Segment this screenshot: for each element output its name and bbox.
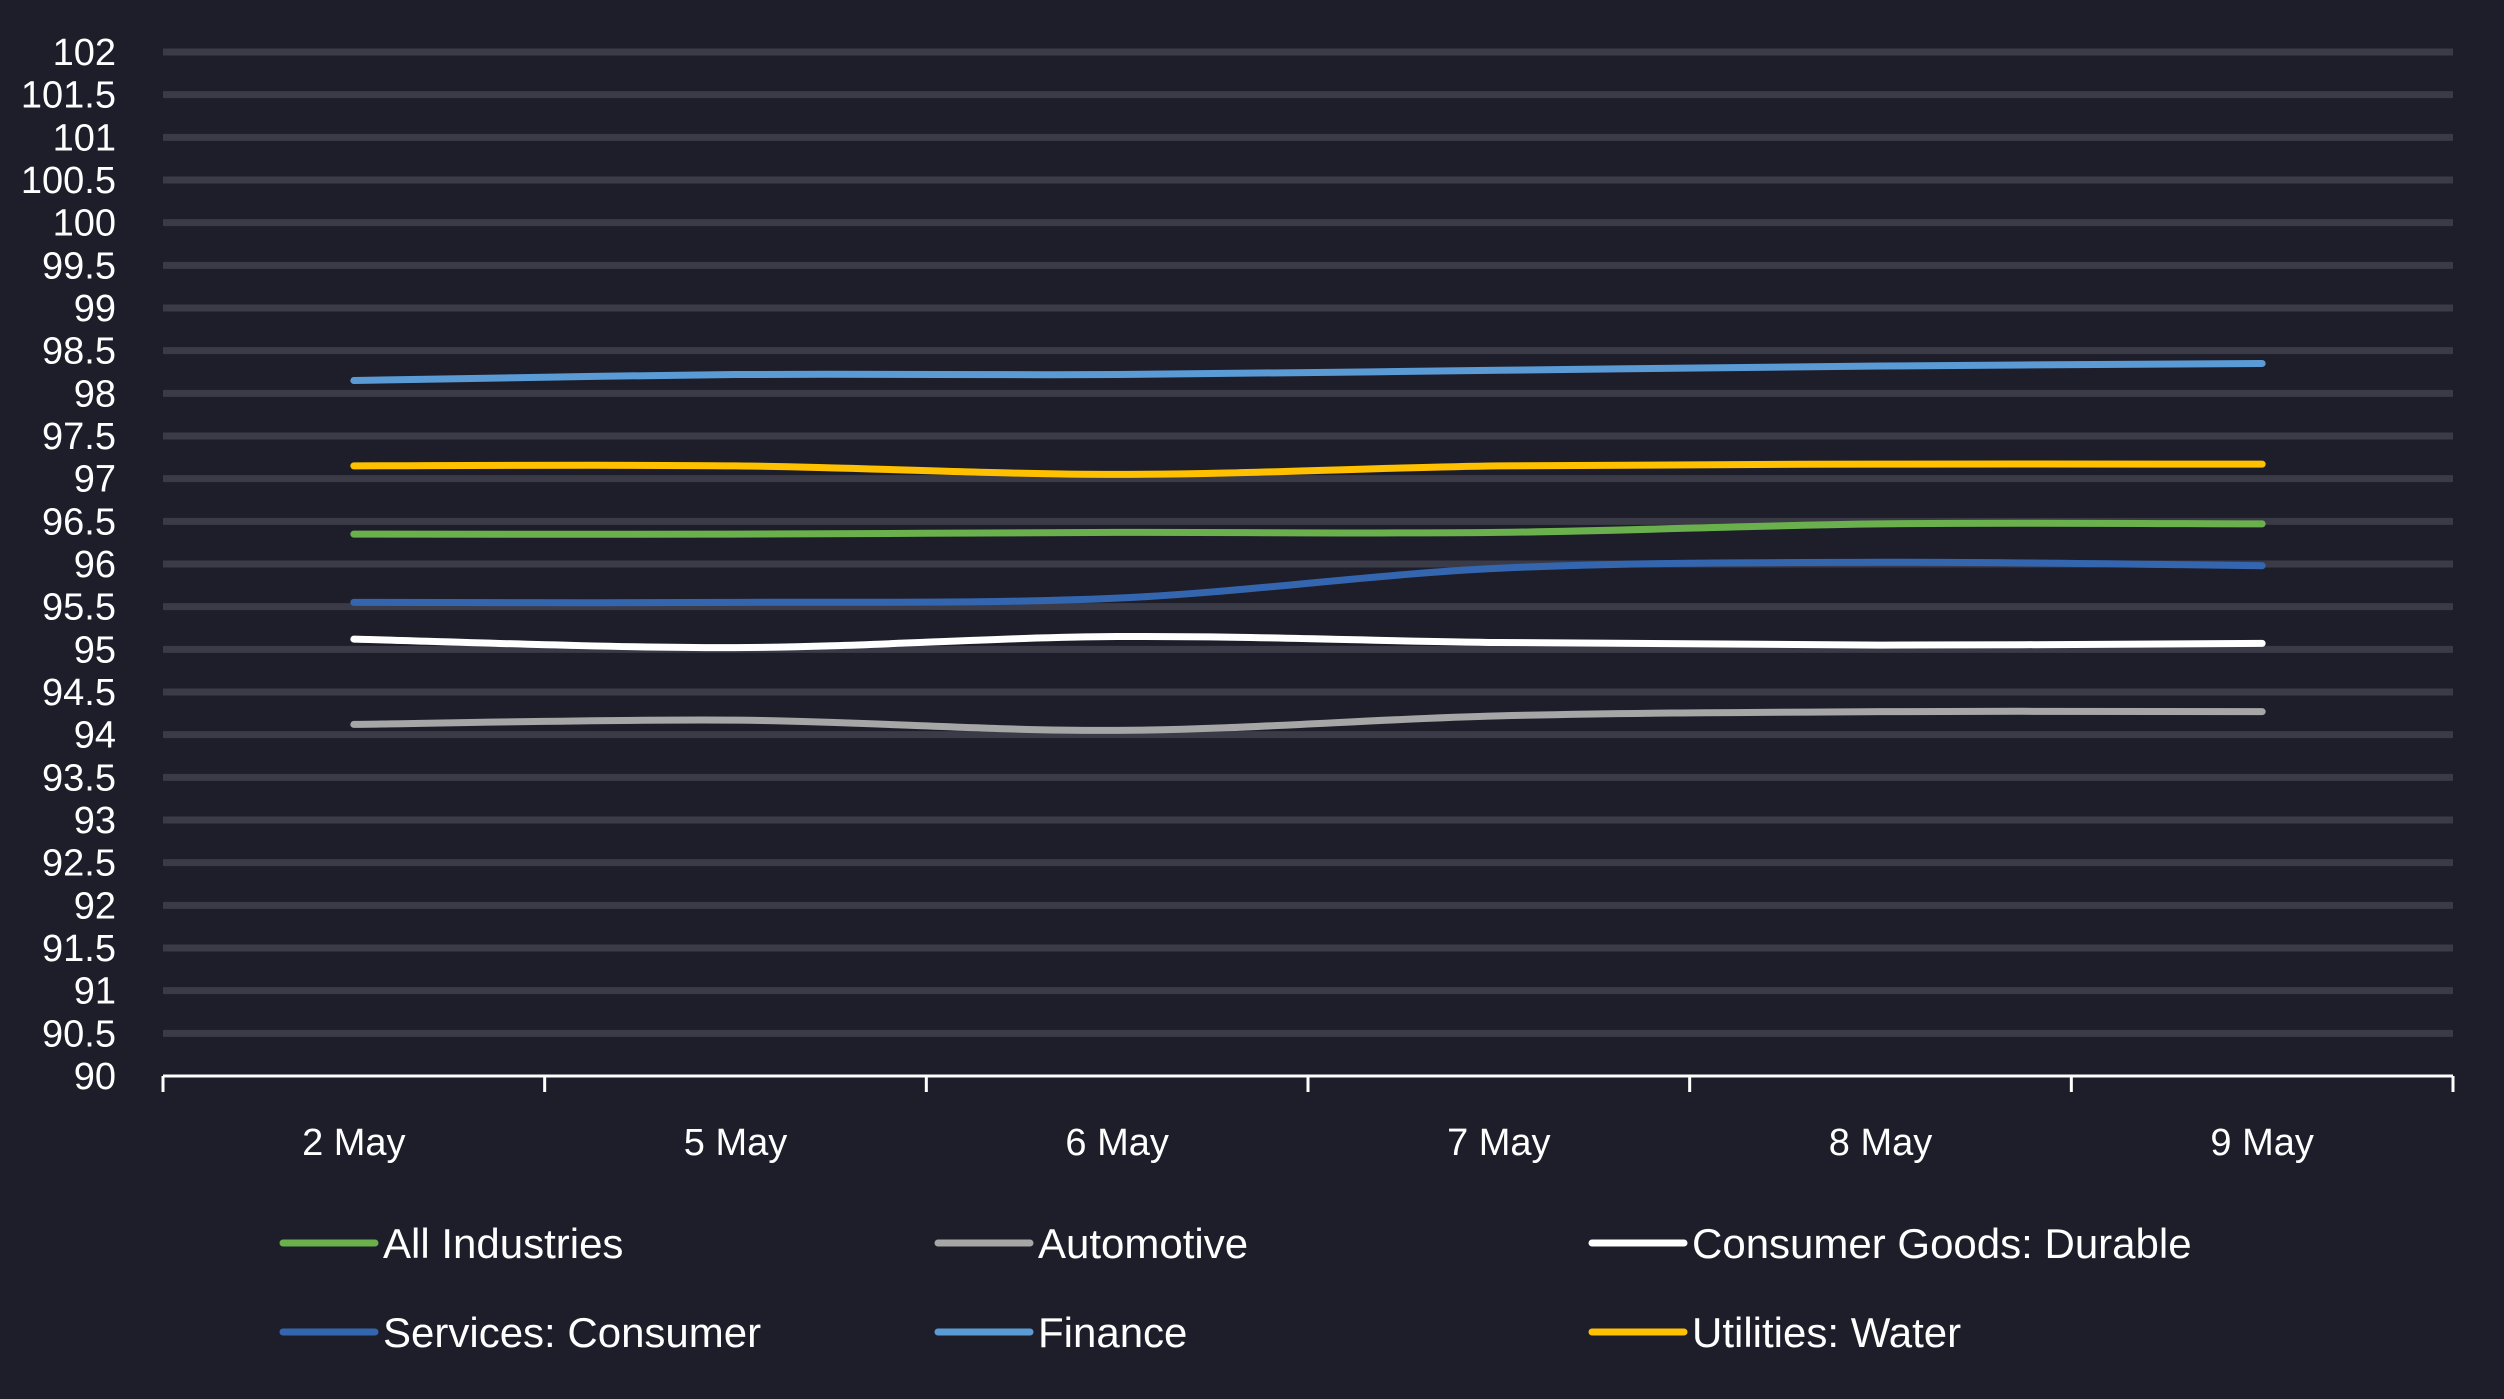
y-tick-label: 100 <box>53 203 116 245</box>
x-tick-label: 5 May <box>684 1122 787 1164</box>
legend-label-all-industries: All Industries <box>383 1220 623 1267</box>
x-tick-label: 8 May <box>1829 1122 1932 1164</box>
y-tick-label: 94 <box>74 715 116 757</box>
y-axis-tick-labels: 9090.59191.59292.59393.59494.59595.59696… <box>21 32 116 1098</box>
y-tick-label: 91 <box>74 971 116 1013</box>
y-tick-label: 98.5 <box>42 331 116 373</box>
y-tick-label: 93.5 <box>42 757 116 799</box>
x-axis <box>161 1074 2455 1092</box>
x-tick-label: 7 May <box>1447 1122 1550 1164</box>
legend-label-services-consumer: Services: Consumer <box>383 1309 761 1356</box>
y-tick-label: 93 <box>74 800 116 842</box>
legend: All Industries Automotive Consumer Goods: … <box>279 1220 2192 1356</box>
y-tick-label: 100.5 <box>21 160 116 202</box>
y-tick-label: 101.5 <box>21 75 116 117</box>
gridlines <box>163 48 2453 1037</box>
y-tick-label: 97.5 <box>42 416 116 458</box>
series-line-finance <box>350 359 2266 385</box>
y-tick-label: 97 <box>74 459 116 501</box>
y-tick-label: 90 <box>74 1056 116 1098</box>
series-line-all-industries <box>350 519 2266 538</box>
series-line-utilities-water <box>350 460 2266 478</box>
series-line-consumer-goods-durable <box>350 632 2266 652</box>
y-tick-label: 99 <box>74 288 116 330</box>
y-tick-label: 96 <box>74 544 116 586</box>
y-tick-label: 92.5 <box>42 843 116 885</box>
y-tick-label: 96.5 <box>42 501 116 543</box>
y-tick-label: 95 <box>74 629 116 671</box>
legend-label-consumer-goods-durable: Consumer Goods: Durable <box>1692 1220 2192 1267</box>
y-tick-label: 94.5 <box>42 672 116 714</box>
series-line-services-consumer <box>350 558 2266 607</box>
y-tick-label: 101 <box>53 117 116 159</box>
x-axis-tick-labels: 2 May 5 May 6 May 7 May 8 May 9 May <box>302 1122 2314 1164</box>
series-lines <box>350 359 2266 734</box>
series-line-automotive <box>350 707 2266 734</box>
y-tick-label: 99.5 <box>42 245 116 287</box>
legend-label-utilities-water: Utilities: Water <box>1692 1309 1961 1356</box>
y-tick-label: 90.5 <box>42 1013 116 1055</box>
y-tick-label: 98 <box>74 373 116 415</box>
y-tick-label: 91.5 <box>42 928 116 970</box>
x-tick-label: 2 May <box>302 1122 405 1164</box>
legend-label-finance: Finance <box>1038 1309 1187 1356</box>
x-tick-label: 9 May <box>2210 1122 2313 1164</box>
x-tick-label: 6 May <box>1065 1122 1168 1164</box>
legend-label-automotive: Automotive <box>1038 1220 1248 1267</box>
y-tick-label: 92 <box>74 885 116 927</box>
y-tick-label: 102 <box>53 32 116 74</box>
y-tick-label: 95.5 <box>42 587 116 629</box>
